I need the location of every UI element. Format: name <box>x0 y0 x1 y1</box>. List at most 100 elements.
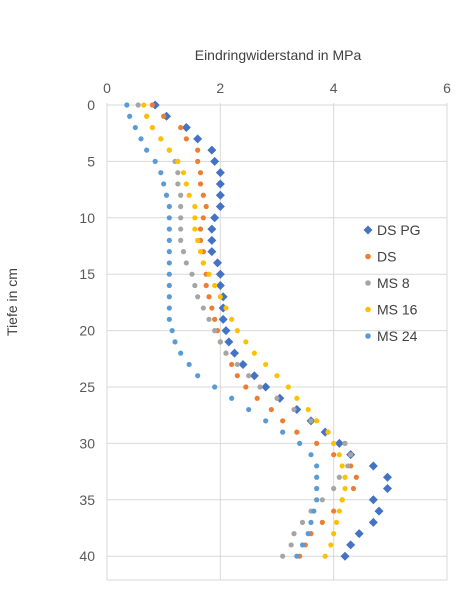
legend-marker <box>365 253 371 260</box>
legend-marker <box>365 306 371 313</box>
y-tick-label: 15 <box>79 266 95 282</box>
data-point <box>340 551 350 561</box>
data-point <box>178 226 184 232</box>
data-point <box>218 314 228 324</box>
data-point <box>192 203 198 210</box>
data-point <box>178 192 184 198</box>
data-point <box>192 226 198 232</box>
data-point <box>166 226 172 232</box>
data-point <box>166 282 172 289</box>
legend-label: MS 16 <box>377 302 418 318</box>
data-point <box>223 305 229 311</box>
data-point <box>207 235 217 245</box>
y-tick-label: 40 <box>79 548 95 564</box>
series-ms-24 <box>124 102 320 559</box>
data-point <box>158 136 164 142</box>
data-point <box>217 294 223 300</box>
data-point <box>331 440 337 446</box>
data-point <box>299 542 306 548</box>
data-point <box>195 158 201 164</box>
data-point <box>238 359 248 369</box>
data-point <box>354 529 364 539</box>
data-point <box>345 463 351 469</box>
data-point <box>314 485 320 492</box>
data-point <box>175 158 181 164</box>
data-point <box>229 316 235 322</box>
data-point <box>348 452 354 458</box>
data-point <box>342 440 348 446</box>
data-point <box>314 463 320 469</box>
y-tick-label: 10 <box>79 210 95 226</box>
data-point <box>172 339 178 345</box>
data-point <box>166 316 172 322</box>
data-point <box>368 517 378 527</box>
data-point <box>178 203 184 210</box>
data-point <box>175 170 181 176</box>
data-point <box>183 181 189 187</box>
data-point <box>308 452 314 458</box>
data-point <box>308 519 314 525</box>
data-point <box>213 258 222 268</box>
data-point <box>197 249 204 255</box>
data-point <box>152 158 158 164</box>
data-point <box>308 418 314 424</box>
y-tick-label: 20 <box>79 323 95 339</box>
data-point <box>181 123 191 133</box>
y-tick-label: 25 <box>79 379 95 395</box>
data-point <box>331 531 337 537</box>
data-point <box>368 461 378 471</box>
data-point <box>206 271 212 277</box>
data-point <box>195 237 201 243</box>
data-point <box>212 328 218 334</box>
data-point <box>314 497 320 503</box>
x-tick-labels: 0 2 4 6 <box>103 80 451 96</box>
data-point <box>374 506 384 516</box>
data-point <box>336 474 342 480</box>
data-point <box>350 485 357 492</box>
data-point <box>215 168 225 178</box>
data-point <box>234 328 240 334</box>
data-point <box>229 361 235 368</box>
data-point <box>223 350 229 356</box>
legend-label: MS 8 <box>377 275 410 291</box>
data-point <box>322 553 328 559</box>
data-point <box>200 192 206 198</box>
data-point <box>336 452 342 458</box>
data-point <box>331 508 337 514</box>
legend-label: DS PG <box>377 222 421 238</box>
data-point <box>192 215 198 221</box>
data-point <box>178 215 184 221</box>
data-point <box>215 280 225 290</box>
data-point <box>203 203 209 210</box>
data-point <box>141 102 147 108</box>
data-point <box>234 361 240 368</box>
y-axis-title: Tiefe in cm <box>4 268 20 336</box>
data-point <box>383 484 392 494</box>
data-point <box>314 474 320 480</box>
data-point <box>186 192 192 198</box>
data-point <box>254 395 260 401</box>
data-point <box>234 373 240 379</box>
data-point <box>169 328 175 334</box>
data-point <box>178 124 184 131</box>
data-point <box>166 203 172 210</box>
data-point <box>368 495 378 505</box>
data-point <box>161 113 167 119</box>
data-point <box>224 337 234 347</box>
legend-marker <box>365 280 371 286</box>
data-point <box>207 247 217 257</box>
data-point <box>305 406 311 413</box>
legend-marker <box>365 333 371 339</box>
data-point <box>195 147 201 153</box>
data-point <box>325 429 331 435</box>
data-point <box>314 418 320 424</box>
data-point <box>180 170 187 176</box>
data-point <box>210 213 220 223</box>
data-point <box>186 361 192 368</box>
data-point <box>261 382 271 392</box>
data-point <box>210 156 220 166</box>
data-point <box>166 249 172 255</box>
data-point <box>206 316 212 322</box>
data-point <box>127 113 133 119</box>
data-point <box>294 429 300 435</box>
